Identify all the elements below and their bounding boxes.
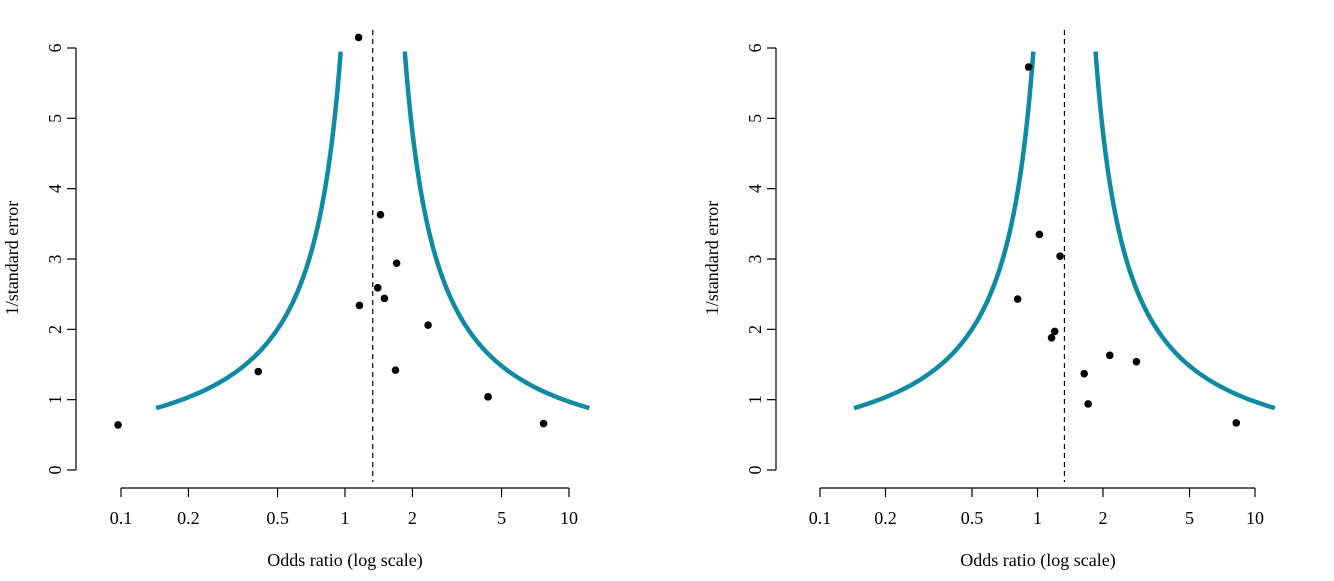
study-point <box>539 419 548 428</box>
study-point <box>1013 295 1022 303</box>
y-tick-label: 3 <box>45 255 65 264</box>
study-point <box>1232 419 1241 427</box>
study-point <box>1106 351 1114 360</box>
study-point <box>355 301 364 310</box>
y-tick-label: 6 <box>745 44 765 53</box>
x-tick-label: 1 <box>1033 508 1042 528</box>
x-tick-label: 1 <box>341 508 350 528</box>
study-point <box>354 33 363 42</box>
x-tick-label: 5 <box>497 508 506 528</box>
study-point <box>1080 369 1089 378</box>
x-tick-label: 0.1 <box>809 508 832 528</box>
funnel-left-limit <box>155 50 343 411</box>
funnel-plot-1: 0 1 2 3 4 5 6 0.1 0.2 0.5 1 2 5 10 Odds ratio (log sca… <box>2 30 591 571</box>
x-tick-label: 0.2 <box>177 508 200 528</box>
y-tick-label: 0 <box>45 466 65 475</box>
study-point <box>1132 357 1141 366</box>
study-point <box>1084 400 1092 408</box>
x-tick-label: 2 <box>1098 508 1107 528</box>
funnel-right-limit <box>1093 50 1276 411</box>
x-tick-label: 10 <box>1246 508 1264 528</box>
funnel-right-limit <box>402 50 591 411</box>
funnel-left-limit <box>853 50 1036 411</box>
study-point <box>391 366 400 374</box>
x-axis-label: Odds ratio (log scale) <box>960 550 1115 571</box>
x-tick-label: 0.1 <box>110 508 133 528</box>
y-tick-label: 4 <box>745 184 765 193</box>
y-tick-label: 4 <box>45 184 65 193</box>
y-tick-label: 5 <box>745 114 765 123</box>
x-tick-label: 5 <box>1185 508 1194 528</box>
x-tick-label: 2 <box>408 508 417 528</box>
y-tick-label: 3 <box>745 255 765 264</box>
study-point <box>484 393 492 401</box>
x-tick-label: 10 <box>560 508 578 528</box>
study-point <box>392 259 401 268</box>
x-axis-label: Odds ratio (log scale) <box>267 550 422 571</box>
study-point <box>1024 63 1033 71</box>
study-point <box>114 421 122 429</box>
study-point <box>380 294 389 303</box>
y-axis-label: 1/standard error <box>702 201 722 315</box>
x-tick-label: 0.5 <box>961 508 984 528</box>
y-tick-label: 2 <box>45 325 65 334</box>
y-tick-label: 0 <box>745 466 765 475</box>
study-point <box>1050 327 1059 336</box>
funnel-plot-2: 0 1 2 3 4 5 6 0.1 0.2 0.5 1 2 5 10 Odds ratio (log sca… <box>702 30 1276 571</box>
study-point <box>373 284 382 292</box>
x-tick-label: 0.2 <box>874 508 897 528</box>
study-point <box>424 321 432 329</box>
study-point <box>1056 252 1064 260</box>
y-axis-label: 1/standard error <box>2 201 22 315</box>
y-tick-label: 6 <box>45 44 65 53</box>
y-tick-label: 5 <box>45 114 65 123</box>
y-tick-label: 1 <box>745 395 765 404</box>
study-point <box>1047 333 1056 342</box>
x-tick-label: 0.5 <box>266 508 289 528</box>
study-point <box>376 210 385 219</box>
study-point <box>254 367 263 376</box>
y-tick-label: 1 <box>45 395 65 404</box>
y-tick-label: 2 <box>745 325 765 334</box>
study-point <box>1035 230 1044 239</box>
